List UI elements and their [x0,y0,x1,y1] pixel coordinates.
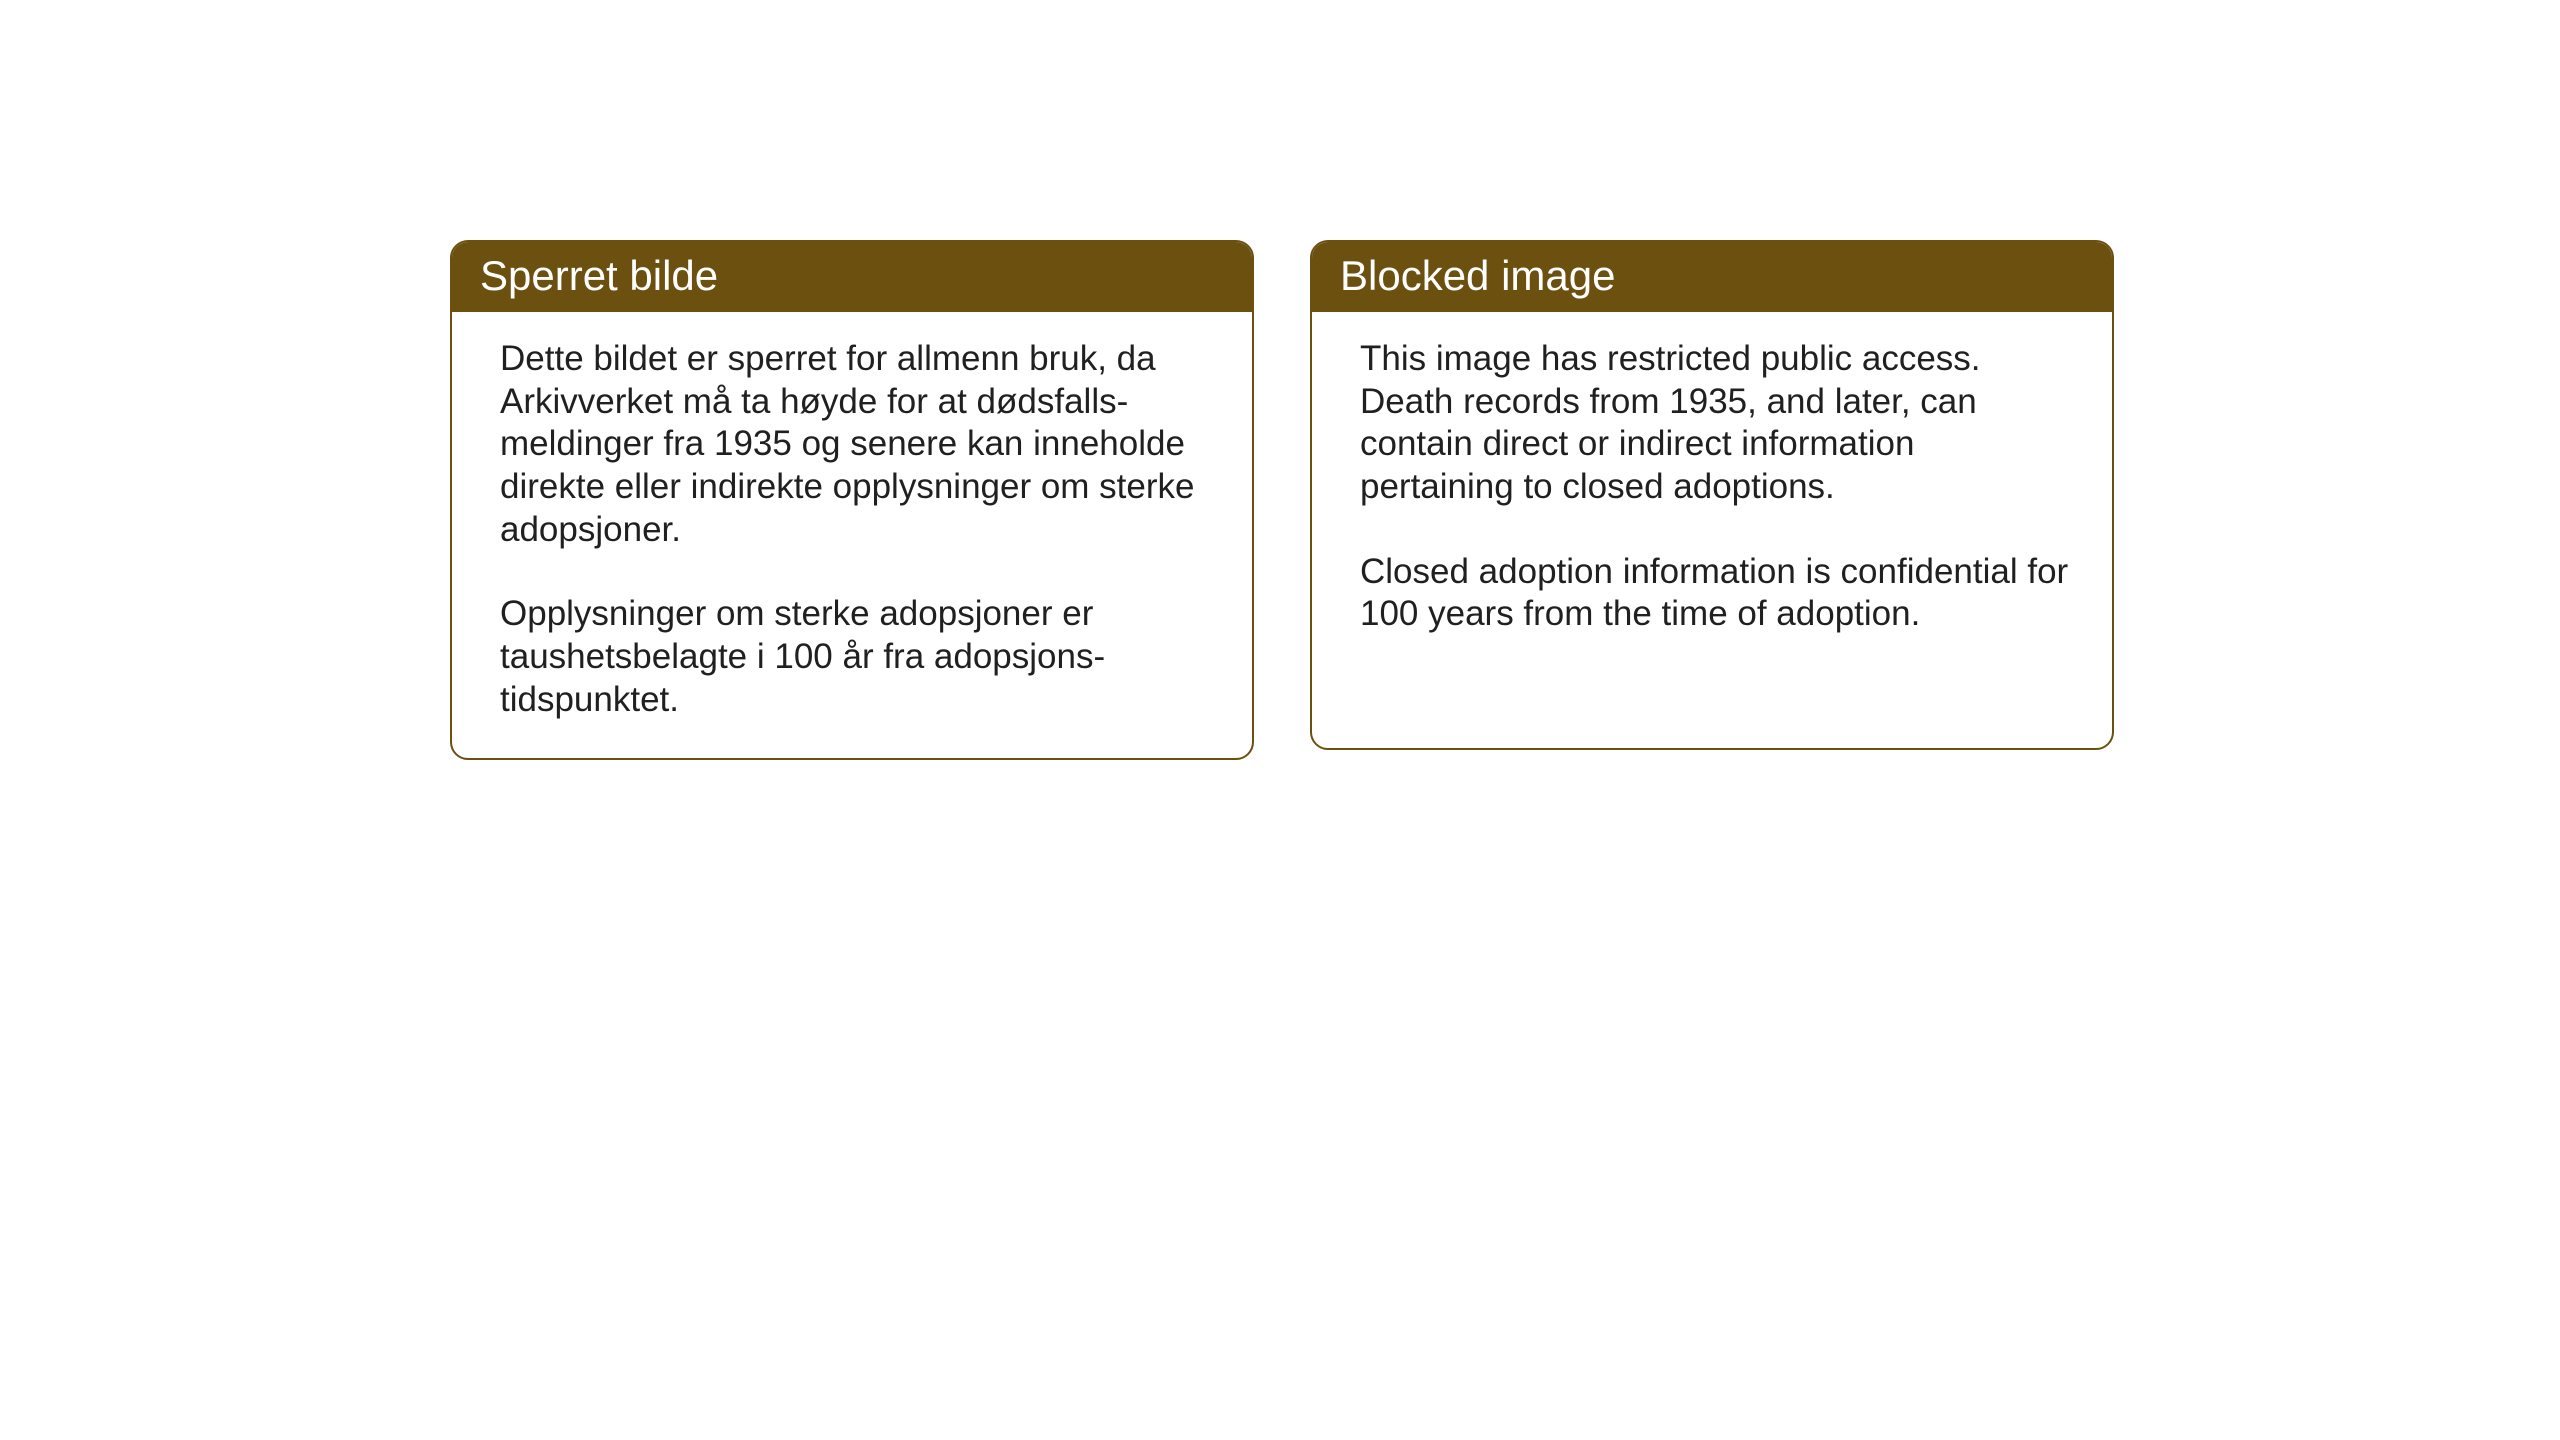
norwegian-paragraph-1: Dette bildet er sperret for allmenn bruk… [500,338,1212,551]
notice-container: Sperret bilde Dette bildet er sperret fo… [450,240,2114,760]
norwegian-notice-card: Sperret bilde Dette bildet er sperret fo… [450,240,1254,760]
english-paragraph-1: This image has restricted public access.… [1360,338,2072,509]
english-card-title: Blocked image [1312,242,2112,312]
english-card-body: This image has restricted public access.… [1312,312,2112,672]
norwegian-card-title: Sperret bilde [452,242,1252,312]
english-paragraph-2: Closed adoption information is confident… [1360,551,2072,636]
norwegian-paragraph-2: Opplysninger om sterke adopsjoner er tau… [500,593,1212,721]
english-notice-card: Blocked image This image has restricted … [1310,240,2114,750]
norwegian-card-body: Dette bildet er sperret for allmenn bruk… [452,312,1252,758]
